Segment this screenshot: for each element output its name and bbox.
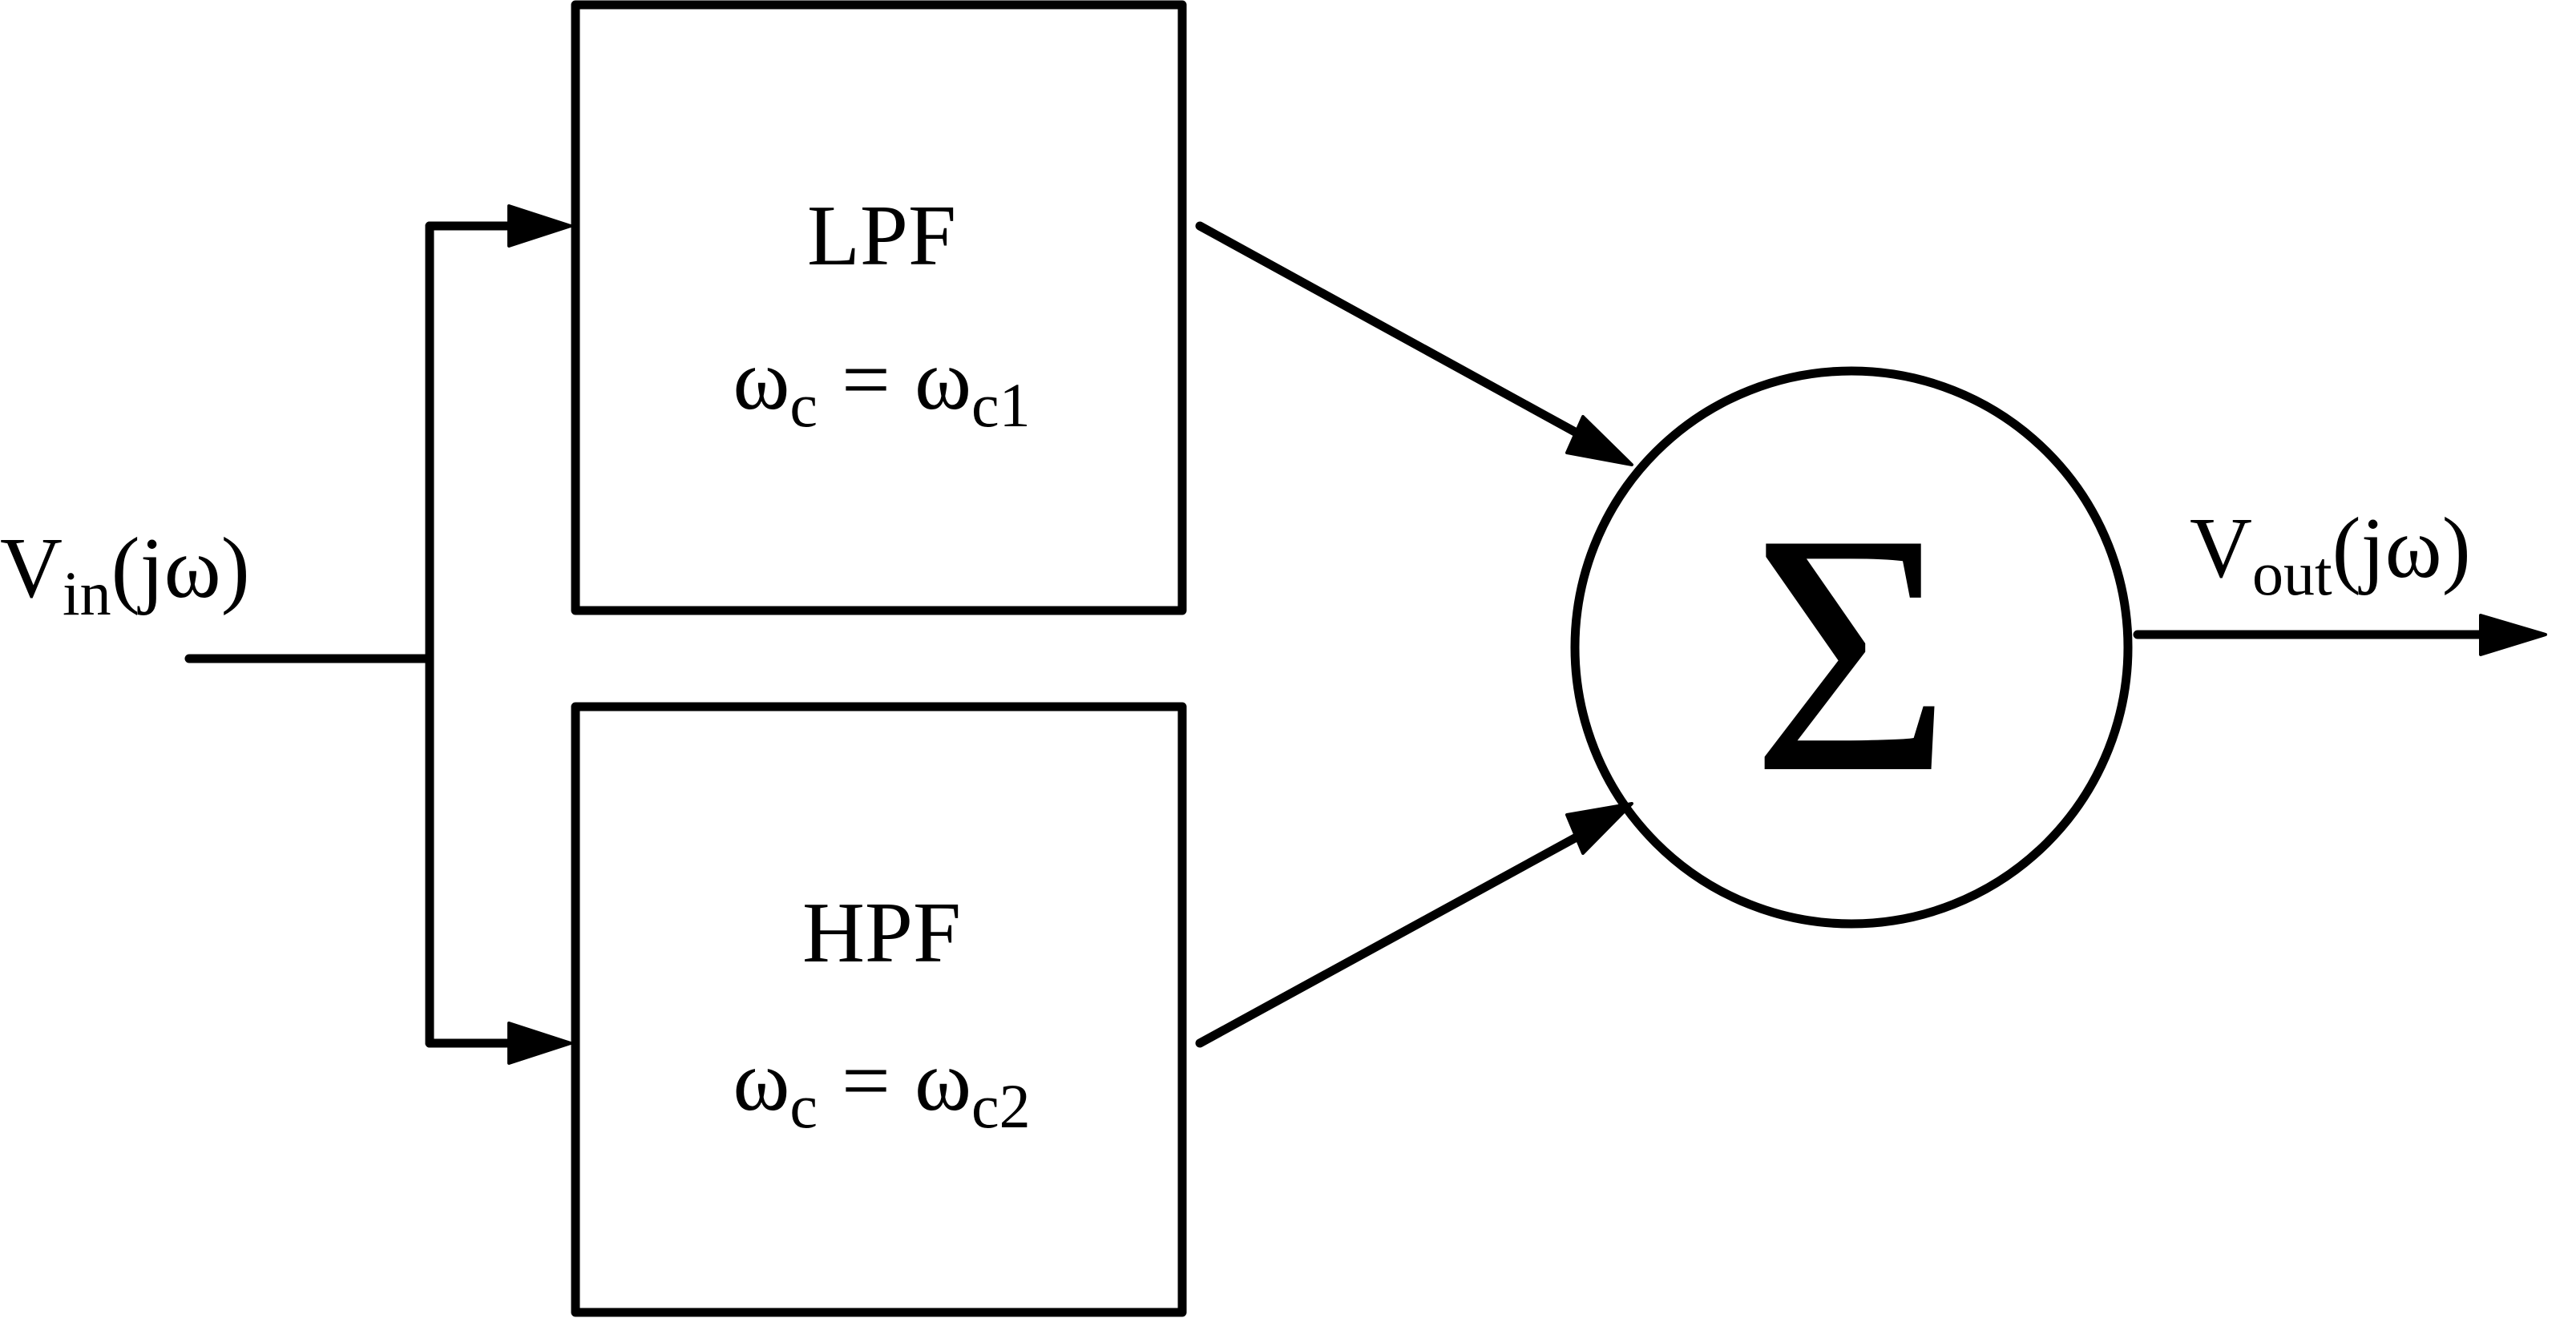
output-symbol: V — [2190, 501, 2252, 596]
input-argument: (jω) — [111, 521, 250, 616]
lpf-block — [571, 0, 1187, 615]
output-arrowhead — [2479, 614, 2547, 656]
arrowhead-to-hpf — [507, 1022, 572, 1065]
hpf-cutoff: ωc = ωc2 — [733, 1034, 1030, 1141]
input-symbol: V — [0, 521, 63, 616]
input-subscript: in — [63, 558, 111, 628]
lpf-cutoff: ωc = ωc1 — [733, 333, 1030, 440]
input-label: Vin(jω) — [0, 521, 250, 628]
output-argument: (jω) — [2332, 501, 2471, 596]
output-label: Vout(jω) — [2190, 501, 2471, 608]
hpf-name: HPF — [802, 885, 961, 981]
arrowhead-to-lpf — [507, 204, 572, 248]
arrowhead-hpf-to-summer — [1565, 802, 1633, 855]
lpf-to-summer-line — [1195, 221, 1596, 445]
sigma-symbol: Σ — [1751, 463, 1952, 844]
arrowhead-lpf-to-summer — [1565, 415, 1633, 466]
summing-junction — [1570, 366, 2133, 929]
hpf-block — [571, 702, 1187, 1317]
hpf-to-summer-line — [1195, 824, 1596, 1048]
output-subscript: out — [2252, 538, 2332, 608]
lpf-name: LPF — [807, 188, 956, 284]
